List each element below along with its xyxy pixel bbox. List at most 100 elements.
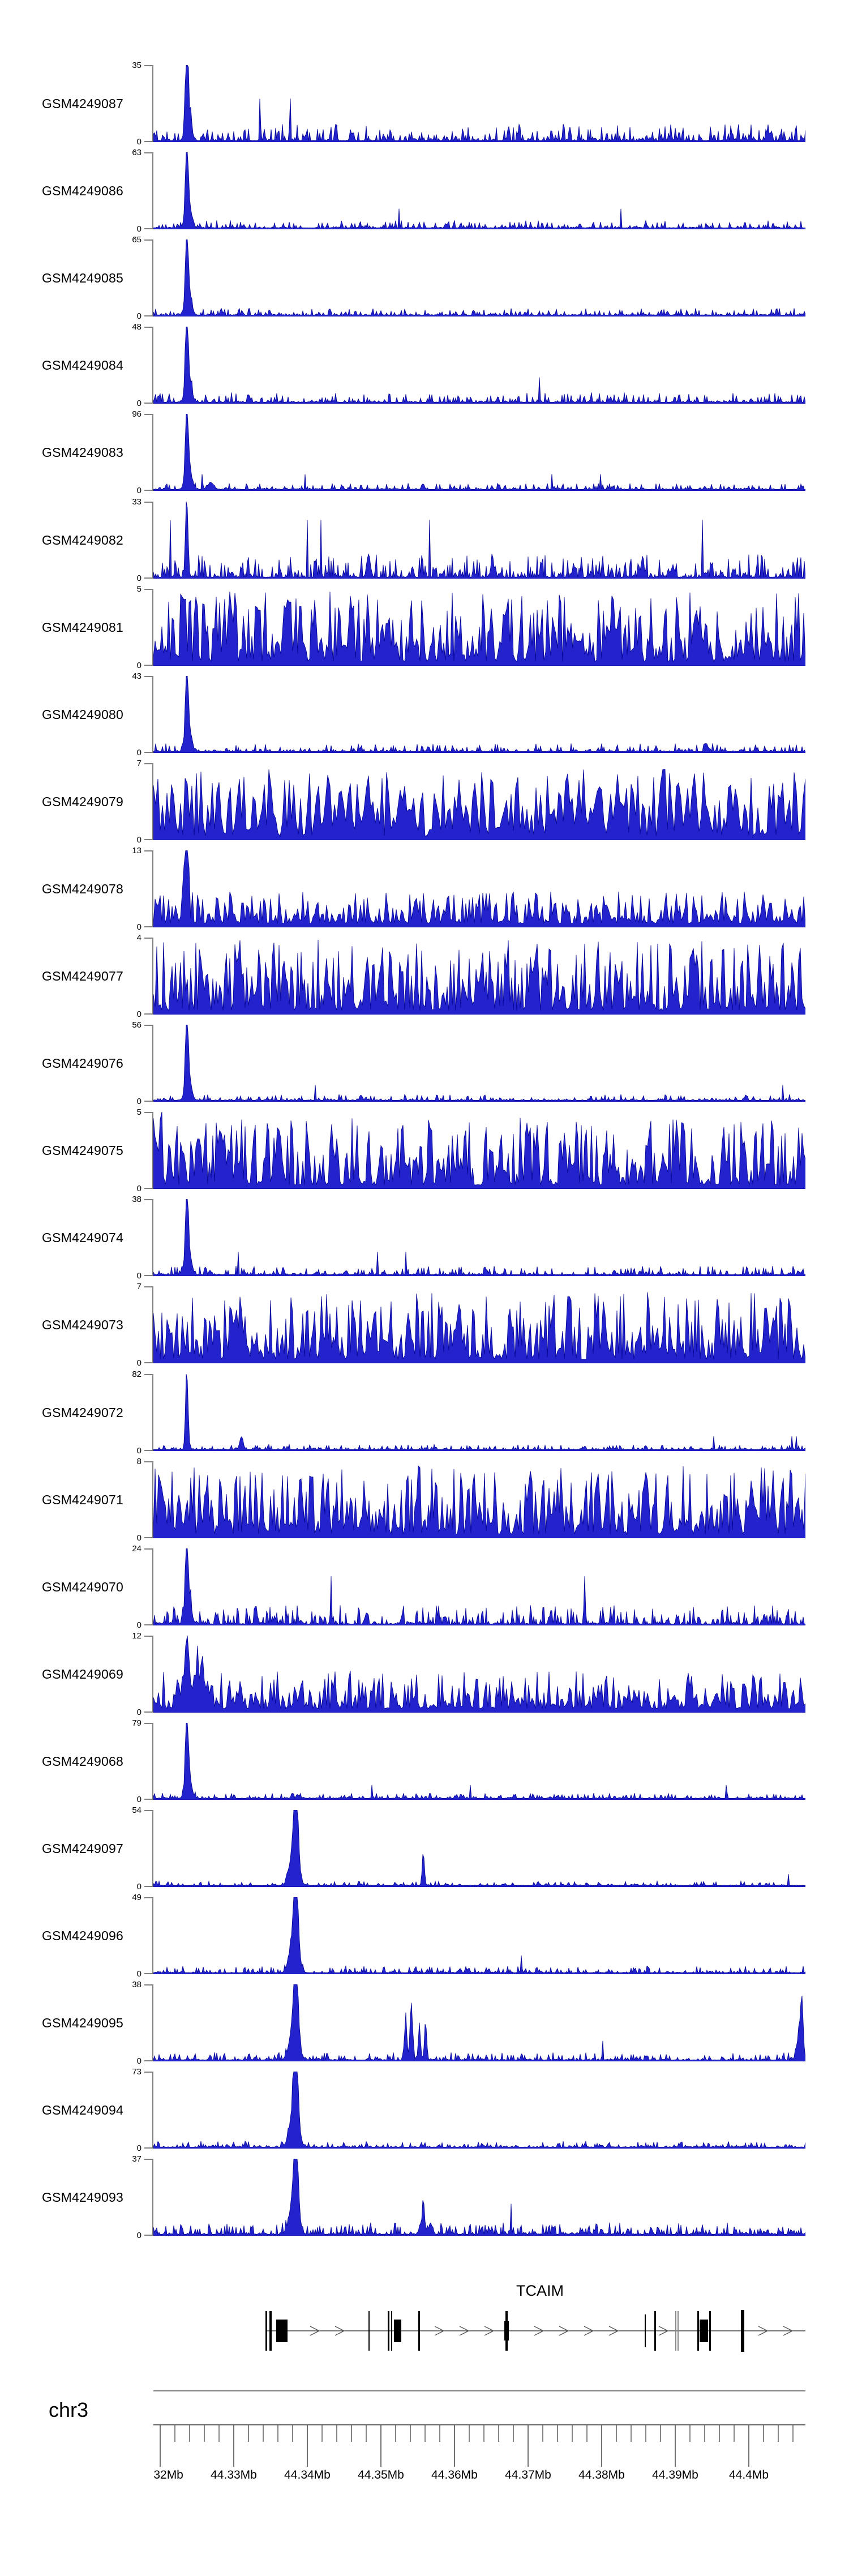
y-axis-zero-label: 0 bbox=[136, 835, 142, 845]
y-axis-top-tick bbox=[144, 589, 153, 590]
y-axis-top-tick bbox=[144, 1286, 153, 1287]
strand-arrow-icon bbox=[534, 2326, 544, 2336]
track-sample-label: GSM4249087 bbox=[42, 96, 123, 111]
y-axis-top-tick bbox=[144, 1548, 153, 1550]
exon-box bbox=[504, 2321, 509, 2340]
y-axis-bottom-tick bbox=[144, 2235, 153, 2236]
data-track-GSM4249083: GSM4249083 96 0 bbox=[0, 409, 849, 495]
track-sample-label: GSM4249070 bbox=[42, 1579, 123, 1594]
y-axis-bottom-tick bbox=[144, 1101, 153, 1102]
y-axis-bottom-tick bbox=[144, 1886, 153, 1887]
coverage-area bbox=[153, 1112, 805, 1189]
exon-box bbox=[368, 2311, 370, 2351]
y-axis-line bbox=[152, 763, 153, 840]
y-axis-zero-label: 0 bbox=[136, 2056, 142, 2066]
y-axis-bottom-tick bbox=[144, 1711, 153, 1713]
y-axis-zero-label: 0 bbox=[136, 2231, 142, 2240]
y-axis-zero-label: 0 bbox=[136, 1708, 142, 1717]
track-sample-label: GSM4249096 bbox=[42, 1928, 123, 1943]
track-sample-label: GSM4249093 bbox=[42, 2189, 123, 2205]
y-axis-line bbox=[152, 1548, 153, 1625]
strand-arrow-icon bbox=[559, 2326, 569, 2336]
track-sample-label: GSM4249074 bbox=[42, 1230, 123, 1245]
coverage-area bbox=[153, 1897, 805, 1974]
y-axis-max-label: 43 bbox=[132, 671, 142, 681]
data-track-GSM4249069: GSM4249069 12 0 bbox=[0, 1631, 849, 1717]
data-track-GSM4249093: GSM4249093 37 0 bbox=[0, 2154, 849, 2240]
data-track-GSM4249071: GSM4249071 8 0 bbox=[0, 1457, 849, 1543]
track-sample-label: GSM4249072 bbox=[42, 1405, 123, 1420]
coverage-area bbox=[153, 1636, 805, 1713]
y-axis-zero-label: 0 bbox=[136, 1620, 142, 1630]
y-axis-zero-label: 0 bbox=[136, 1795, 142, 1804]
track-sample-label: GSM4249097 bbox=[42, 1841, 123, 1856]
strand-arrow-icon bbox=[608, 2326, 619, 2336]
y-axis-zero-label: 0 bbox=[136, 399, 142, 408]
y-axis-line bbox=[152, 2159, 153, 2236]
y-axis-bottom-tick bbox=[144, 2060, 153, 2061]
track-sample-label: GSM4249094 bbox=[42, 2102, 123, 2117]
y-axis-max-label: 7 bbox=[136, 759, 142, 768]
y-axis-top-tick bbox=[144, 1374, 153, 1375]
y-axis-zero-label: 0 bbox=[136, 1009, 142, 1019]
y-axis-max-label: 63 bbox=[132, 148, 142, 157]
data-track-GSM4249087: GSM4249087 35 0 bbox=[0, 61, 849, 147]
data-track-GSM4249086: GSM4249086 63 0 bbox=[0, 148, 849, 234]
track-sample-label: GSM4249081 bbox=[42, 619, 123, 635]
y-axis-max-label: 8 bbox=[136, 1457, 142, 1466]
y-axis-max-label: 24 bbox=[132, 1544, 142, 1554]
gene-model-track bbox=[265, 2310, 805, 2352]
y-axis-line bbox=[152, 676, 153, 753]
coverage-area bbox=[153, 2072, 805, 2149]
coverage-area bbox=[153, 65, 805, 142]
track-sample-label: GSM4249071 bbox=[42, 1492, 123, 1507]
y-axis-top-tick bbox=[144, 327, 153, 328]
coverage-area bbox=[153, 1199, 805, 1276]
y-axis-top-tick bbox=[144, 2159, 153, 2160]
coverage-area bbox=[153, 1374, 805, 1451]
coverage-area bbox=[153, 502, 805, 579]
y-axis-bottom-tick bbox=[144, 1973, 153, 1974]
data-track-GSM4249079: GSM4249079 7 0 bbox=[0, 759, 849, 845]
exon-box bbox=[394, 2320, 401, 2342]
coverage-area bbox=[153, 414, 805, 491]
y-axis-top-tick bbox=[144, 1461, 153, 1462]
y-axis-line bbox=[152, 1374, 153, 1451]
exon-box bbox=[645, 2314, 646, 2347]
axis-tick-label: 44.34Mb bbox=[284, 2468, 331, 2481]
y-axis-max-label: 35 bbox=[132, 61, 142, 70]
track-sample-label: GSM4249073 bbox=[42, 1317, 123, 1332]
y-axis-line bbox=[152, 1461, 153, 1538]
y-axis-line bbox=[152, 1810, 153, 1887]
y-axis-top-tick bbox=[144, 1112, 153, 1113]
y-axis-max-label: 13 bbox=[132, 846, 142, 855]
y-axis-top-tick bbox=[144, 1897, 153, 1898]
track-sample-label: GSM4249080 bbox=[42, 707, 123, 722]
y-axis-top-tick bbox=[144, 239, 153, 241]
y-axis-line bbox=[152, 1984, 153, 2061]
strand-arrow-icon bbox=[658, 2326, 669, 2336]
y-axis-max-label: 5 bbox=[136, 1107, 142, 1117]
gene-name-label: TCAIM bbox=[516, 2282, 564, 2299]
genome-axis: 44.32Mb 44.33Mb 44.34Mb 44.35Mb 44.36Mb 44.37… bbox=[153, 2390, 805, 2481]
y-axis-top-tick bbox=[144, 938, 153, 939]
data-track-GSM4249075: GSM4249075 5 0 bbox=[0, 1107, 849, 1193]
y-axis-line bbox=[152, 1897, 153, 1974]
y-axis-zero-label: 0 bbox=[136, 137, 142, 147]
data-track-GSM4249095: GSM4249095 38 0 bbox=[0, 1980, 849, 2066]
coverage-area bbox=[153, 327, 805, 404]
coverage-area bbox=[153, 239, 805, 316]
coverage-area bbox=[153, 850, 805, 927]
y-axis-line bbox=[152, 1025, 153, 1102]
y-axis-max-label: 48 bbox=[132, 322, 142, 332]
y-axis-bottom-tick bbox=[144, 665, 153, 666]
y-axis-max-label: 4 bbox=[136, 933, 142, 943]
track-sample-label: GSM4249086 bbox=[42, 183, 123, 198]
y-axis-zero-label: 0 bbox=[136, 2143, 142, 2153]
exon-box bbox=[276, 2320, 288, 2342]
y-axis-line bbox=[152, 1286, 153, 1363]
coverage-area bbox=[153, 1292, 805, 1363]
y-axis-top-tick bbox=[144, 414, 153, 415]
axis-tick-label: 44.32Mb bbox=[153, 2468, 183, 2481]
